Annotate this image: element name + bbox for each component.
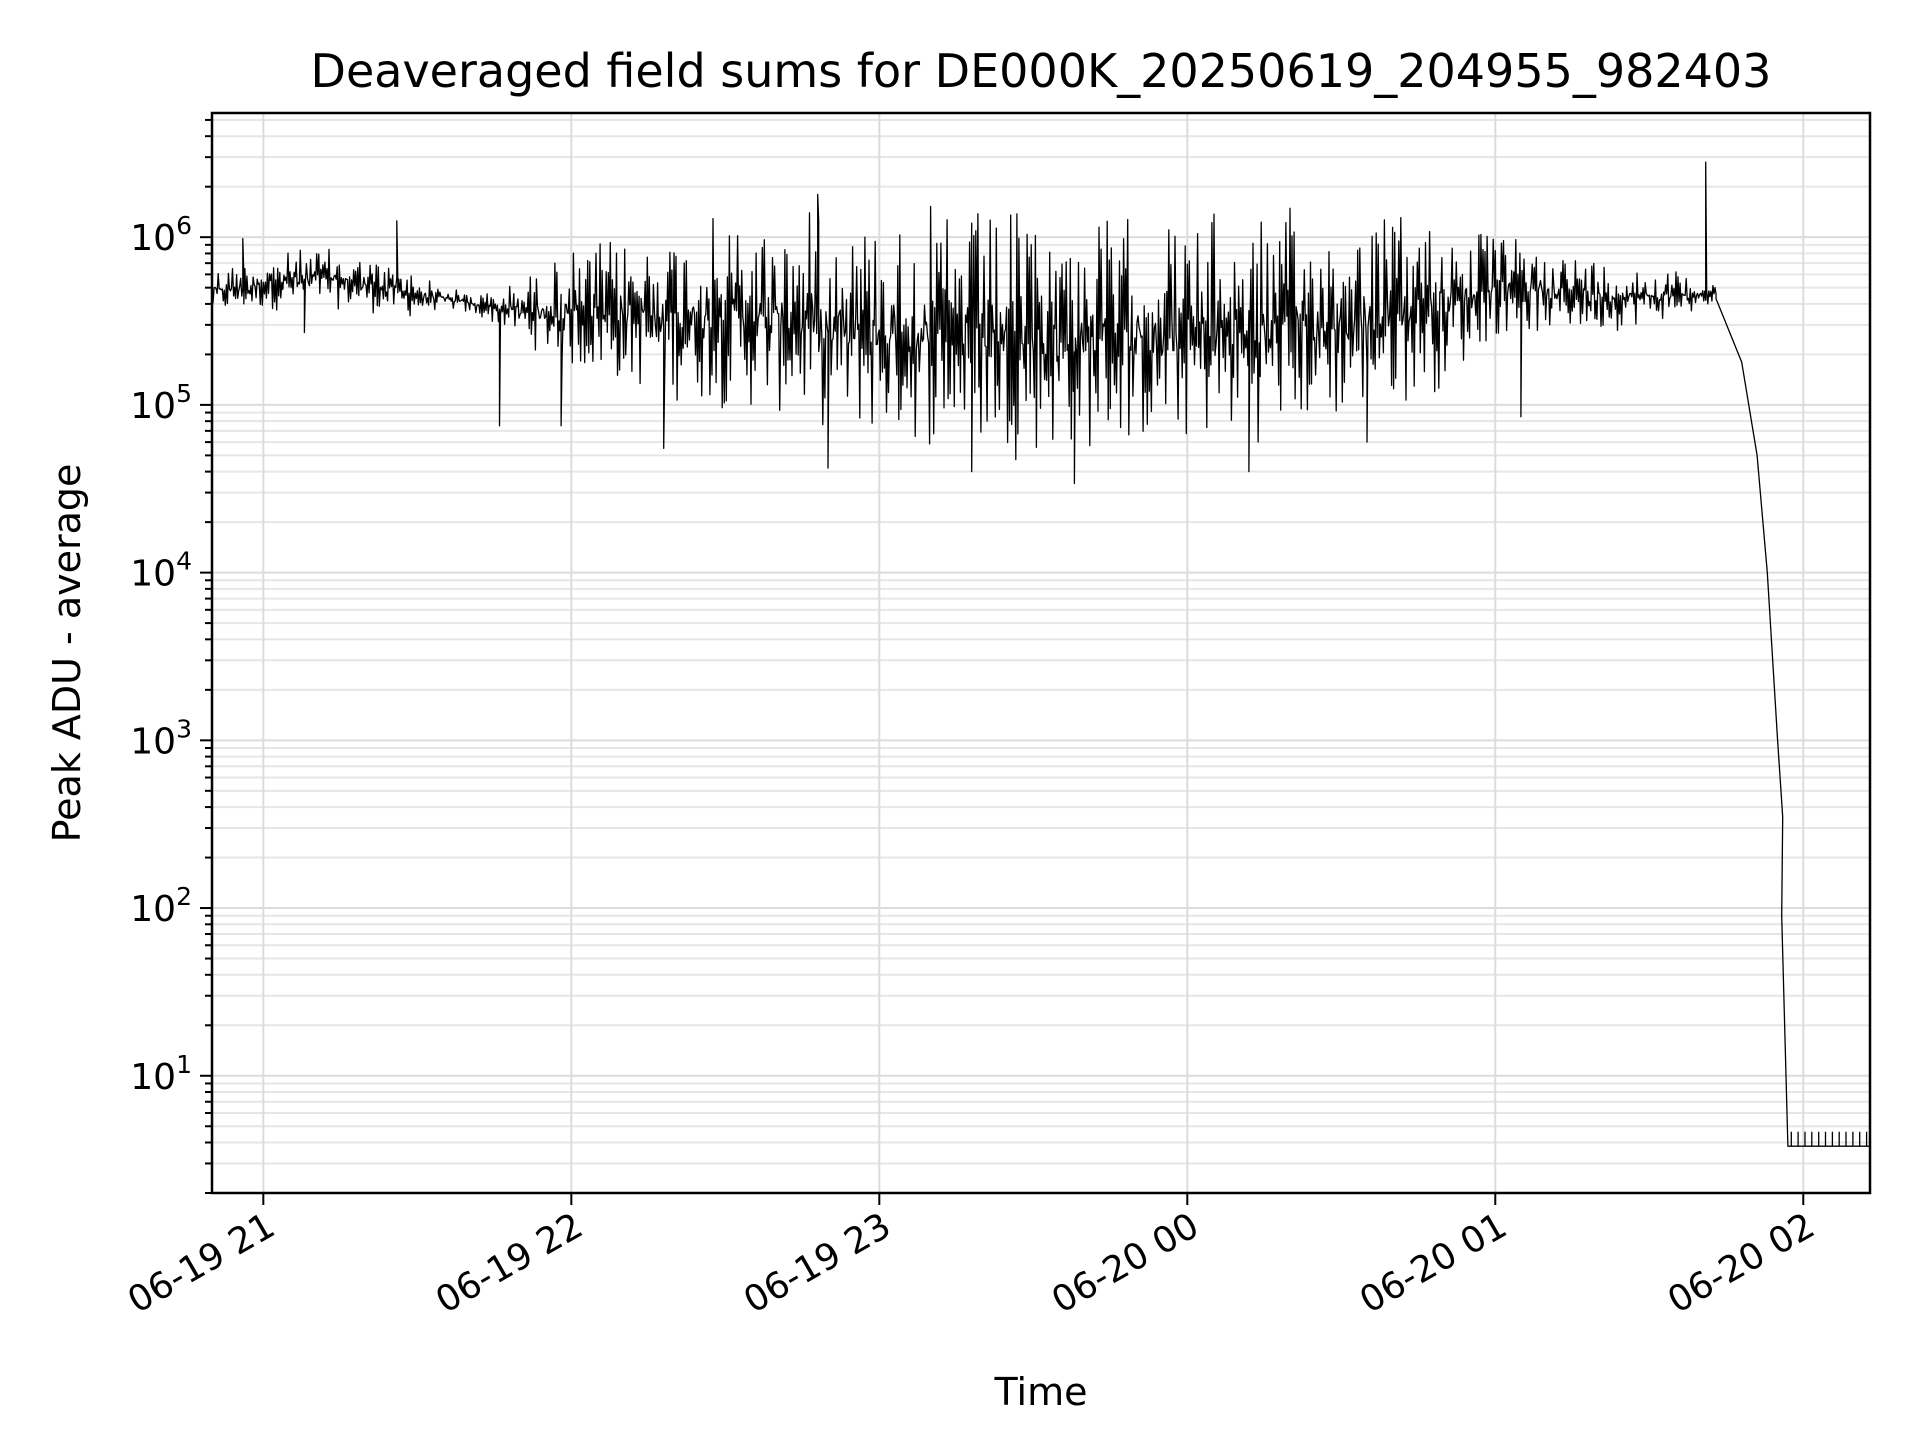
x-tick-label: 06-20 00: [1045, 1205, 1206, 1321]
y-tick-label: 101: [130, 1050, 192, 1098]
x-tick-label: 06-19 21: [121, 1205, 282, 1321]
y-tick-label: 103: [130, 714, 192, 762]
x-axis-ticks: 06-19 21 06-19 22 06-19 23 06-20 00 06-20 01…: [121, 1193, 1822, 1322]
y-tick-label: 106: [130, 211, 192, 259]
x-tick-label: 06-20 01: [1353, 1205, 1514, 1321]
y-axis-ticks: 101 102 103 104 105 106: [130, 118, 212, 1194]
plot-frame: [210, 111, 1872, 1195]
y-tick-label: 102: [130, 882, 192, 930]
chart-title: Deaveraged field sums for DE000K_2025061…: [311, 44, 1772, 98]
grid: [212, 113, 1870, 1194]
series-line: [211, 161, 1870, 1147]
x-tick-label: 06-20 02: [1661, 1205, 1822, 1321]
y-tick-label: 104: [130, 547, 192, 595]
x-tick-label: 06-19 23: [737, 1205, 898, 1321]
series-layer: [211, 161, 1870, 1147]
x-axis-label: Time: [994, 1370, 1088, 1414]
y-tick-label: 105: [130, 379, 192, 427]
y-axis-label: Peak ADU - average: [45, 464, 89, 843]
x-tick-label: 06-19 22: [429, 1205, 590, 1321]
